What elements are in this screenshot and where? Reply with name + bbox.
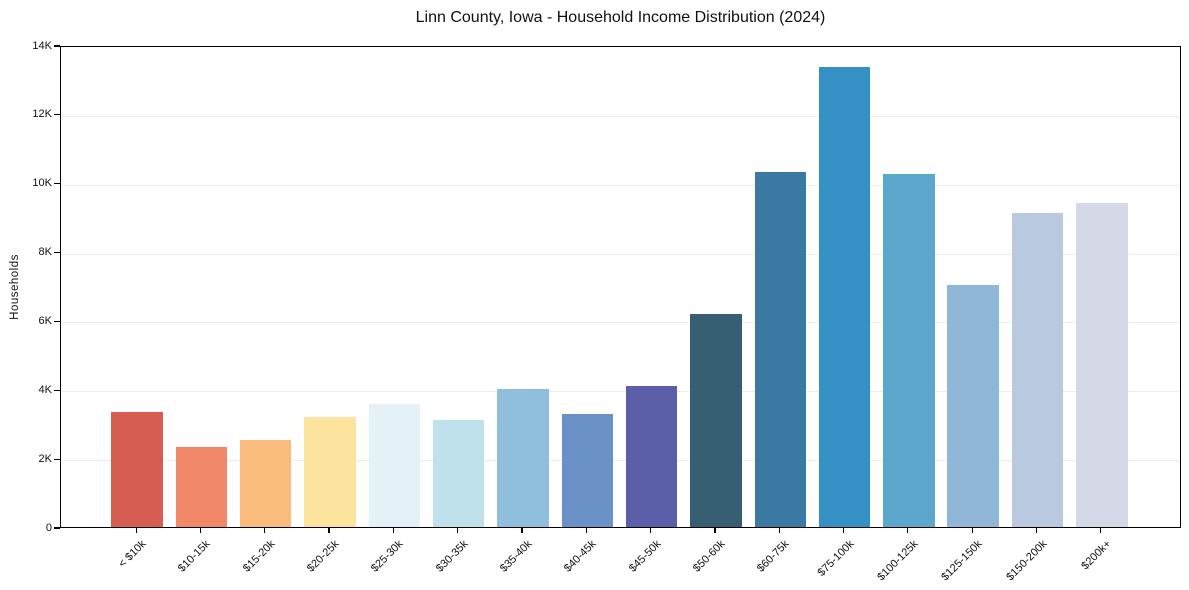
xtick-mark-2 <box>264 527 266 533</box>
bar--75-100k <box>818 67 871 527</box>
xtick-label-14: $150-200k <box>1003 538 1050 584</box>
ytick-label-10K: 10K <box>32 177 52 190</box>
xtick-mark-6 <box>521 527 523 533</box>
xtick-mark-7 <box>585 527 587 533</box>
bar--60-75k <box>754 172 806 527</box>
bar--125-150k <box>947 284 999 527</box>
xtick-mark-5 <box>457 527 459 533</box>
xtick-mark-8 <box>650 527 652 533</box>
xtick-label-1: $10-15k <box>176 538 213 575</box>
bar--200k+ <box>1076 203 1128 527</box>
ytick-label-0: 0 <box>45 521 52 534</box>
ytick-label-4K: 4K <box>38 383 52 396</box>
ytick-mark-14K <box>54 45 60 47</box>
ytick-label-2K: 2K <box>38 452 52 465</box>
xtick-label-10: $60-75k <box>755 538 792 575</box>
xtick-mark-1 <box>199 527 202 533</box>
xtick-label-11: $75-100k <box>815 538 857 579</box>
xtick-mark-10 <box>778 527 780 533</box>
chart-title: Linn County, Iowa - Household Income Dis… <box>415 9 826 26</box>
bar--15-20k <box>240 439 292 527</box>
y-axis-label: Households <box>9 254 21 320</box>
xtick-label-6: $35-40k <box>497 538 535 575</box>
xtick-mark-0 <box>135 527 137 533</box>
ytick-mark-0 <box>54 527 60 529</box>
xtick-label-9: $50-60k <box>690 538 728 575</box>
bar--40-45k <box>561 413 614 527</box>
bar--35-40k <box>497 388 549 527</box>
ytick-label-6K: 6K <box>38 314 52 327</box>
bar--150-200k <box>1011 213 1064 527</box>
xtick-label-12: $100-125k <box>875 538 921 584</box>
xtick-label-15: $200k+ <box>1079 538 1114 573</box>
bar--100-125k <box>883 173 935 527</box>
ytick-label-8K: 8K <box>38 246 52 259</box>
xtick-mark-15 <box>1100 527 1102 533</box>
ytick-label-12K: 12K <box>32 108 52 121</box>
bar--10k <box>111 412 163 527</box>
gridline-10K <box>61 184 1180 186</box>
bar--45-50k <box>625 385 678 527</box>
xtick-mark-9 <box>714 527 716 533</box>
ytick-label-14K: 14K <box>32 39 52 52</box>
gridline-2K <box>61 460 1180 462</box>
xtick-label-0: < $10k <box>116 538 149 571</box>
xtick-label-7: $40-45k <box>562 538 599 575</box>
gridline-8K <box>61 253 1180 255</box>
ytick-mark-8K <box>54 251 60 254</box>
xtick-mark-3 <box>328 527 330 533</box>
xtick-label-4: $25-30k <box>369 538 406 575</box>
bar--25-30k <box>368 403 421 527</box>
ytick-mark-4K <box>54 389 60 391</box>
gridline-12K <box>61 115 1180 117</box>
xtick-label-2: $15-20k <box>240 538 278 575</box>
gridline-4K <box>61 391 1180 393</box>
ytick-mark-6K <box>54 320 60 323</box>
xtick-label-3: $20-25k <box>304 538 342 575</box>
xtick-label-5: $30-35k <box>433 538 471 575</box>
xtick-label-8: $45-50k <box>626 538 664 575</box>
xtick-mark-13 <box>971 527 973 533</box>
bar--50-60k <box>690 313 742 527</box>
xtick-mark-12 <box>907 527 909 533</box>
gridline-6K <box>61 322 1180 324</box>
xtick-mark-4 <box>392 527 394 533</box>
ytick-mark-12K <box>54 114 60 116</box>
xtick-mark-14 <box>1035 527 1038 533</box>
bar--30-35k <box>432 419 485 527</box>
bar--10-15k <box>175 447 228 527</box>
ytick-mark-10K <box>54 183 60 185</box>
bar--20-25k <box>304 416 356 527</box>
xtick-mark-11 <box>842 527 845 533</box>
ytick-mark-2K <box>54 458 60 460</box>
plot-area <box>60 46 1181 528</box>
xtick-label-13: $125-150k <box>939 538 985 584</box>
